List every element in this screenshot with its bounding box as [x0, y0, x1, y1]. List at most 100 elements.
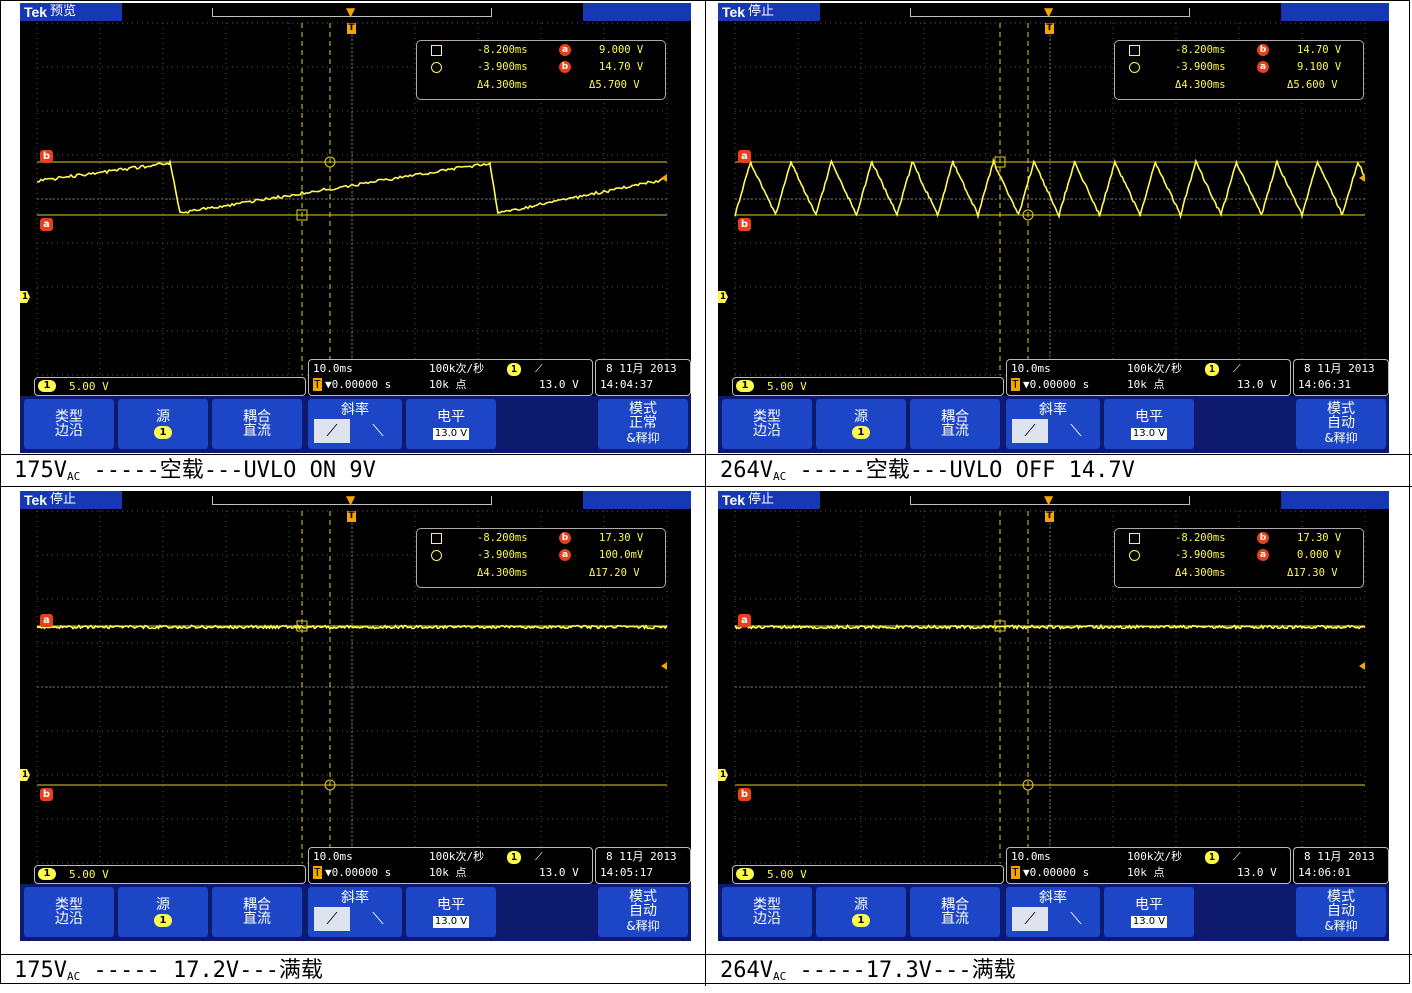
brand-area: Tek 停止: [718, 491, 820, 509]
square-cursor-icon: [1129, 45, 1140, 56]
trigger-menu-bar: 类型 边沿 源 1 耦合 直流 斜率 ⟋ ⟍ 电平 13.0 V: [20, 396, 691, 453]
trigger-position: ▼0.00000 s: [325, 378, 391, 391]
rising-edge-icon: ⟋: [1233, 850, 1241, 863]
status-bar: Tek 停止 ▼: [718, 3, 1389, 21]
level-button[interactable]: 电平 13.0 V: [406, 887, 496, 937]
ch1-scale-box[interactable]: 1 5.00 V: [34, 377, 306, 396]
tek-logo: Tek: [722, 3, 745, 21]
cursor2-time: -3.900ms: [1175, 59, 1226, 75]
status-right: [583, 3, 691, 21]
trigger-ch1-icon: 1: [1205, 363, 1219, 376]
circle-cursor-icon: [1129, 62, 1140, 73]
ch1-scale-box[interactable]: 1 5.00 V: [34, 865, 306, 884]
status-right: [1281, 3, 1389, 21]
cursor2-time: -3.900ms: [1175, 547, 1226, 563]
source-button[interactable]: 源 1: [118, 399, 208, 449]
mode-button[interactable]: 模式 自动 &释抑: [598, 887, 688, 937]
horizontal-info-box[interactable]: 10.0ms T ▼0.00000 s 100k次/秒 10k 点 1 ⟋ 13…: [308, 847, 593, 884]
horizontal-info-box[interactable]: 10.0ms T ▼0.00000 s 100k次/秒 10k 点 1 ⟋ 13…: [308, 359, 593, 396]
trigger-position-icon: ▼: [1044, 5, 1053, 19]
trigger-ch1-icon: 1: [1205, 851, 1219, 864]
rising-edge-icon: ⟋: [1233, 362, 1241, 375]
trigger-level: 13.0 V: [1237, 866, 1277, 879]
coupling-button[interactable]: 耦合 直流: [212, 399, 302, 449]
coupling-button[interactable]: 耦合 直流: [212, 887, 302, 937]
ch1-scale-box[interactable]: 1 5.00 V: [732, 865, 1004, 884]
level-button[interactable]: 电平 13.0 V: [1104, 887, 1194, 937]
level-button[interactable]: 电平 13.0 V: [1104, 399, 1194, 449]
slope-button[interactable]: 斜率 ⟋ ⟍: [1006, 399, 1100, 449]
cursor1-value: 17.30 V: [1297, 530, 1341, 546]
caption-2: 264VAC -----空载---UVLO OFF 14.7V: [706, 455, 1135, 487]
trigger-ch1-icon: 1: [507, 363, 521, 376]
trigger-position: ▼0.00000 s: [1023, 378, 1089, 391]
falling-slope-option-icon[interactable]: ⟍: [1058, 419, 1094, 443]
tek-logo: Tek: [722, 491, 745, 509]
cursor-readout: -8.200ms b 14.70 V -3.900ms a 9.100 V Δ4…: [1114, 40, 1364, 100]
trigger-position-icon: ▼: [1044, 493, 1053, 507]
source-button[interactable]: 源 1: [816, 399, 906, 449]
slope-button[interactable]: 斜率 ⟋ ⟍: [308, 399, 402, 449]
delta-time: Δ4.300ms: [477, 565, 528, 581]
datetime-box: 8 11月 2013 14:04:37: [595, 359, 691, 396]
datetime-box: 8 11月 2013 14:06:31: [1293, 359, 1389, 396]
horizontal-info-box[interactable]: 10.0ms T ▼0.00000 s 100k次/秒 10k 点 1 ⟋ 13…: [1006, 847, 1291, 884]
acquisition-status: 停止: [748, 3, 774, 21]
timebase: 10.0ms: [313, 850, 353, 863]
timebase: 10.0ms: [313, 362, 353, 375]
source-button[interactable]: 源 1: [118, 887, 208, 937]
cursor1-time: -8.200ms: [1175, 530, 1226, 546]
trigger-position: ▼0.00000 s: [325, 866, 391, 879]
type-button[interactable]: 类型 边沿: [722, 399, 812, 449]
trigger-level: 13.0 V: [1237, 378, 1277, 391]
ch1-volts-per-div: 5.00 V: [767, 380, 807, 393]
rising-slope-option-icon[interactable]: ⟋: [1012, 419, 1048, 443]
datetime-box: 8 11月 2013 14:05:17: [595, 847, 691, 884]
sample-rate: 100k次/秒: [1127, 362, 1182, 375]
level-button[interactable]: 电平 13.0 V: [406, 399, 496, 449]
square-cursor-icon: [431, 45, 442, 56]
horizontal-info-box[interactable]: 10.0ms T ▼0.00000 s 100k次/秒 10k 点 1 ⟋ 13…: [1006, 359, 1291, 396]
cursor2-value: 9.100 V: [1297, 59, 1341, 75]
delta-time: Δ4.300ms: [1175, 77, 1226, 93]
mode-button[interactable]: 模式 自动 &释抑: [1296, 399, 1386, 449]
status-right: [1281, 491, 1389, 509]
coupling-button[interactable]: 耦合 直流: [910, 887, 1000, 937]
slope-button[interactable]: 斜率 ⟋ ⟍: [308, 887, 402, 937]
cursor-b-badge-icon: a: [559, 549, 571, 561]
sample-rate: 100k次/秒: [429, 850, 484, 863]
cursor-readout: -8.200ms b 17.30 V -3.900ms a 100.0mV Δ4…: [416, 528, 666, 588]
slope-button[interactable]: 斜率 ⟋ ⟍: [1006, 887, 1100, 937]
type-button[interactable]: 类型 边沿: [722, 887, 812, 937]
trigger-marker-icon: T: [347, 511, 356, 522]
trigger-position-icon-t: T: [313, 378, 322, 391]
acquisition-status: 停止: [50, 491, 76, 509]
tek-logo: Tek: [24, 3, 47, 21]
mode-button[interactable]: 模式 正常 &释抑: [598, 399, 688, 449]
ch1-pill-icon: 1: [736, 868, 754, 880]
source-button[interactable]: 源 1: [816, 887, 906, 937]
type-button[interactable]: 类型 边沿: [24, 887, 114, 937]
falling-slope-option-icon[interactable]: ⟍: [360, 419, 396, 443]
delta-value: Δ17.20 V: [589, 565, 640, 581]
trigger-position-icon: ▼: [346, 493, 355, 507]
cursor-label-bottom: b: [40, 788, 53, 801]
type-button[interactable]: 类型 边沿: [24, 399, 114, 449]
ch1-scale-box[interactable]: 1 5.00 V: [732, 377, 1004, 396]
falling-slope-option-icon[interactable]: ⟍: [1058, 907, 1094, 931]
record-length: 10k 点: [1127, 378, 1165, 391]
mode-button[interactable]: 模式 自动 &释抑: [1296, 887, 1386, 937]
cursor-label-top: a: [738, 614, 751, 627]
cursor-a-badge-icon: b: [1257, 532, 1269, 544]
coupling-button[interactable]: 耦合 直流: [910, 399, 1000, 449]
falling-slope-option-icon[interactable]: ⟍: [360, 907, 396, 931]
delta-time: Δ4.300ms: [1175, 565, 1226, 581]
rising-slope-option-icon[interactable]: ⟋: [314, 907, 350, 931]
cursor-readout: -8.200ms a 9.000 V -3.900ms b 14.70 V Δ4…: [416, 40, 666, 100]
source-ch1-icon: 1: [154, 914, 172, 927]
trigger-marker-icon: T: [1045, 511, 1054, 522]
rising-edge-icon: ⟋: [535, 362, 543, 375]
rising-slope-option-icon[interactable]: ⟋: [1012, 907, 1048, 931]
cursor-a-badge-icon: b: [1257, 44, 1269, 56]
rising-slope-option-icon[interactable]: ⟋: [314, 419, 350, 443]
